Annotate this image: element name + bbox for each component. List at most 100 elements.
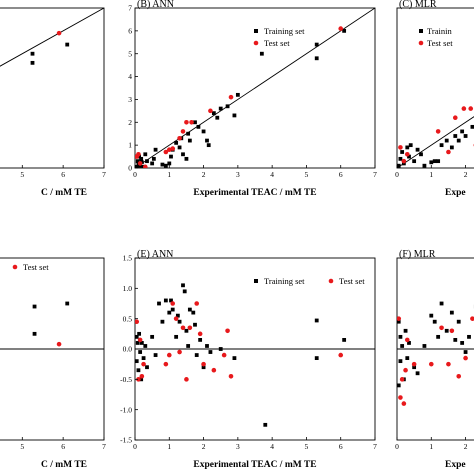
training-point (397, 163, 401, 168)
training-point (153, 147, 158, 152)
training-point (456, 319, 461, 324)
training-point (174, 334, 179, 339)
series-test (135, 26, 344, 168)
training-point (397, 383, 401, 388)
training-point (467, 334, 471, 339)
training-point (453, 338, 458, 342)
training-point (65, 42, 70, 47)
legend-marker-training (419, 29, 423, 33)
identity-line (0, 8, 104, 67)
training-point (398, 156, 403, 161)
training-point (211, 111, 216, 116)
test-point (446, 361, 451, 367)
test-point (177, 349, 182, 355)
training-point (139, 156, 144, 161)
x-axis-label: Expe (445, 188, 466, 198)
training-point (439, 301, 444, 306)
test-point (225, 328, 230, 334)
series-training (397, 124, 474, 168)
test-point (401, 401, 407, 406)
test-point (468, 106, 474, 111)
x-tick-label: 3 (236, 170, 240, 179)
x-tick-label: 7 (373, 170, 377, 179)
training-point (30, 60, 35, 65)
training-point (460, 129, 465, 134)
training-point (135, 334, 139, 339)
training-point (439, 143, 444, 148)
training-point (463, 134, 468, 138)
test-point (166, 352, 172, 358)
test-point (184, 119, 189, 125)
test-point (170, 301, 176, 306)
training-point (141, 356, 146, 360)
training-point (32, 304, 37, 309)
training-point (422, 163, 427, 168)
training-point (403, 328, 408, 333)
y-tick-label: 2 (128, 118, 132, 127)
training-point (135, 164, 139, 168)
x-tick-label: 4 (270, 442, 274, 451)
training-point (151, 156, 156, 161)
legend: Trainin Test set (418, 26, 453, 48)
x-tick-label: 6 (339, 442, 343, 451)
training-point (177, 319, 182, 324)
training-point (163, 298, 168, 303)
x-tick-label: 1 (429, 170, 433, 179)
panel-d: 5 6 7 C / mM TE Test set (0, 257, 106, 470)
test-point (211, 367, 217, 373)
plot-area (135, 283, 375, 427)
training-point (232, 113, 237, 118)
training-point (32, 331, 37, 336)
training-point (449, 310, 454, 315)
test-point (435, 129, 441, 134)
training-point (187, 307, 192, 312)
training-point (205, 138, 209, 143)
training-point (174, 140, 179, 145)
test-point (399, 377, 405, 382)
training-point (218, 347, 223, 351)
test-point (56, 30, 62, 36)
series-test (397, 316, 474, 406)
test-point (180, 129, 186, 134)
test-point (187, 325, 193, 331)
test-point (411, 361, 417, 367)
legend: Training set Test set (254, 276, 365, 286)
test-point (439, 325, 444, 331)
legend-label: Test set (264, 38, 290, 48)
panel-title: (E) ANN (137, 249, 173, 260)
legend-label: Test set (339, 276, 365, 286)
training-point (444, 328, 449, 333)
training-point (407, 341, 411, 345)
training-point (201, 365, 206, 370)
training-point (232, 356, 237, 360)
training-point (398, 334, 403, 339)
y-tick-label: 7 (128, 4, 132, 13)
test-point (228, 374, 234, 379)
legend-marker-test (418, 40, 424, 46)
test-point (470, 316, 474, 321)
y-tick-label: -1.0 (120, 405, 132, 414)
test-point (452, 115, 458, 121)
plot-area (0, 8, 104, 67)
legend-label: Training set (264, 276, 305, 286)
training-point (412, 365, 417, 370)
training-point (449, 145, 454, 150)
legend-label: Trainin (427, 26, 452, 36)
training-point (201, 129, 206, 134)
test-point (403, 367, 408, 373)
series-training (397, 301, 474, 388)
training-point (456, 138, 461, 143)
test-point (139, 374, 145, 379)
training-point (160, 162, 165, 167)
test-point (137, 161, 143, 166)
test-point (338, 352, 344, 358)
training-point (177, 145, 182, 150)
training-point (198, 338, 203, 342)
test-point (428, 361, 434, 367)
identity-line (397, 116, 474, 168)
training-point (186, 131, 191, 136)
plot-area (135, 8, 375, 168)
training-point (397, 319, 401, 324)
training-point (30, 51, 35, 56)
